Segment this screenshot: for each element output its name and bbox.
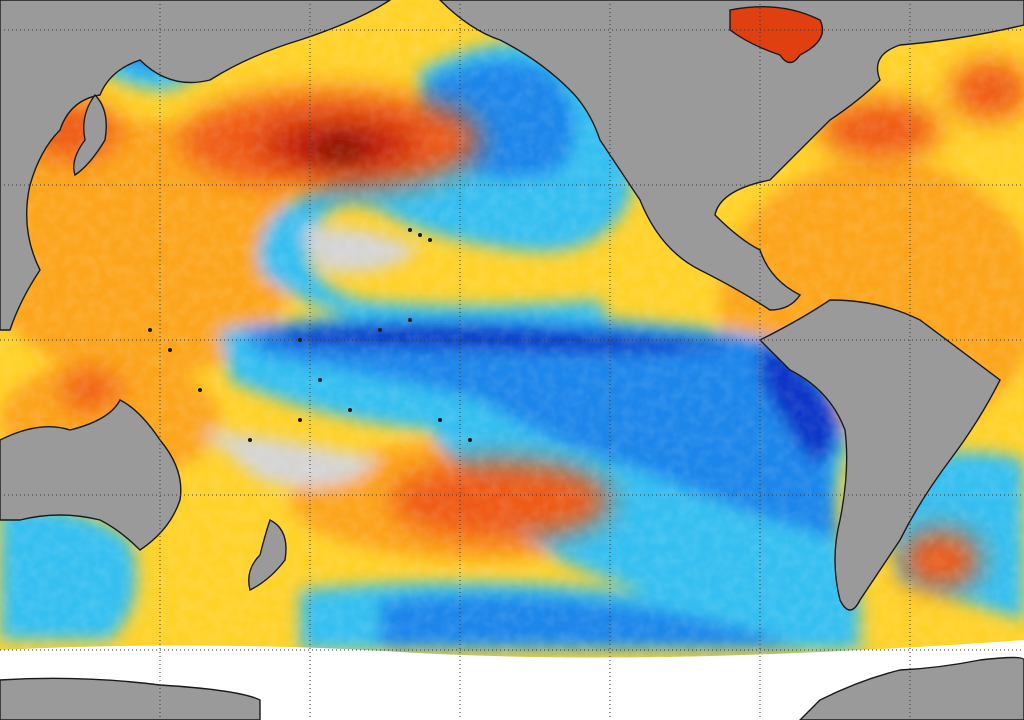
asia-landmass <box>0 0 392 331</box>
pacific-islands <box>148 228 472 442</box>
north-america-landmass <box>439 0 1024 311</box>
australia-landmass <box>0 399 182 551</box>
antarctica-landmass <box>0 677 261 720</box>
south-america-landmass <box>758 299 1001 611</box>
antarctic-peninsula <box>799 656 1024 720</box>
greenland-landmass <box>729 6 824 64</box>
japan-landmass <box>73 93 107 177</box>
new-zealand-landmass <box>248 519 287 592</box>
